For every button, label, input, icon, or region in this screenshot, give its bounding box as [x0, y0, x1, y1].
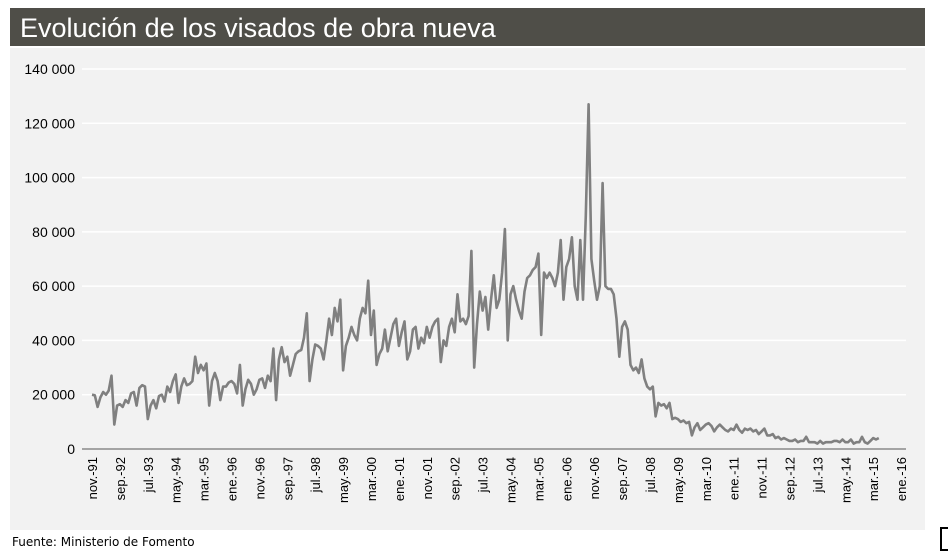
x-tick-label: jul.-03 — [476, 457, 491, 493]
x-tick-label: sep.-12 — [783, 457, 798, 500]
x-tick-label: nov.-91 — [85, 457, 100, 499]
frame-corner — [940, 527, 948, 551]
x-tick-label: may.-99 — [336, 457, 351, 503]
x-tick-label: jul.-13 — [810, 457, 825, 493]
y-tick-label: 40 000 — [32, 332, 75, 348]
source-note: Fuente: Ministerio de Fomento — [12, 535, 195, 549]
x-tick-label: ene.-01 — [392, 457, 407, 501]
x-tick-label: nov.-06 — [587, 457, 602, 499]
y-tick-label: 20 000 — [32, 387, 75, 403]
series-line — [91, 103, 880, 445]
x-tick-label: nov.-01 — [420, 457, 435, 499]
x-tick-label: mar.-05 — [531, 457, 546, 501]
x-tick-label: jul.-93 — [141, 457, 156, 493]
x-tick-label: mar.-15 — [866, 457, 881, 501]
x-tick-label: nov.-11 — [755, 457, 770, 498]
x-tick-label: ene.-96 — [225, 457, 240, 501]
x-tick-label: mar.-10 — [699, 457, 714, 501]
y-tick-label: 80 000 — [32, 224, 75, 240]
x-tick-label: mar.-00 — [364, 457, 379, 501]
x-tick-label: sep.-02 — [448, 457, 463, 500]
x-tick-label: may.-09 — [671, 457, 686, 503]
x-tick-label: sep.-97 — [280, 457, 295, 500]
y-tick-label: 140 000 — [24, 61, 75, 77]
x-tick-label: may.-04 — [504, 457, 519, 503]
y-tick-label: 60 000 — [32, 278, 75, 294]
y-tick-label: 100 000 — [24, 170, 75, 186]
x-tick-label: jul.-98 — [308, 457, 323, 493]
x-tick-label: ene.-11 — [727, 457, 742, 500]
x-tick-label: ene.-06 — [559, 457, 574, 501]
x-tick-label: ene.-16 — [894, 457, 909, 501]
y-tick-label: 0 — [67, 441, 75, 457]
chart-title: Evolución de los visados de obra nueva — [10, 8, 925, 46]
y-tick-label: 120 000 — [24, 115, 75, 131]
x-tick-label: may.-94 — [169, 457, 184, 503]
x-tick-label: nov.-96 — [252, 457, 267, 499]
x-tick-label: jul.-08 — [643, 457, 658, 493]
x-tick-label: sep.-92 — [113, 457, 128, 500]
x-tick-label: mar.-95 — [197, 457, 212, 501]
x-tick-label: sep.-07 — [615, 457, 630, 500]
x-tick-label: may.-14 — [838, 457, 853, 503]
